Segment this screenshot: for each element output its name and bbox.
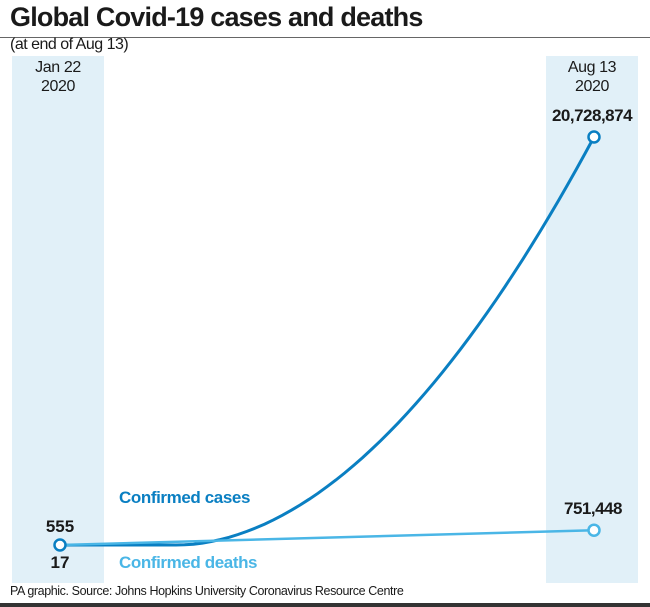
deaths-line	[59, 528, 595, 547]
chart-title: Global Covid-19 cases and deaths	[10, 2, 423, 32]
cases-end-point	[587, 130, 601, 144]
start-date-line1: Jan 22	[35, 59, 81, 76]
title-divider	[0, 37, 650, 38]
start-point	[53, 538, 67, 552]
cases-series-label: Confirmed cases	[119, 488, 250, 507]
deaths-start-label: 17	[51, 553, 70, 572]
end-date-line2: 2020	[575, 78, 609, 95]
start-date-line2: 2020	[41, 78, 75, 95]
cases-end-label: 20,728,874	[552, 106, 633, 125]
bottom-rule	[0, 603, 650, 607]
end-date-line1: Aug 13	[567, 59, 617, 76]
start-date-band	[12, 56, 104, 583]
end-date-band	[546, 56, 638, 583]
deaths-end-point	[587, 523, 601, 537]
chart-subtitle: (at end of Aug 13)	[10, 36, 129, 53]
cases-line	[60, 136, 596, 547]
deaths-end-label: 751,448	[564, 499, 622, 518]
start-date-label: Jan 22 2020	[12, 58, 104, 96]
cases-start-label: 555	[46, 517, 74, 536]
source-note: PA graphic. Source: Johns Hopkins Univer…	[10, 584, 404, 598]
end-date-label: Aug 13 2020	[546, 58, 638, 96]
deaths-series-label: Confirmed deaths	[119, 553, 257, 572]
